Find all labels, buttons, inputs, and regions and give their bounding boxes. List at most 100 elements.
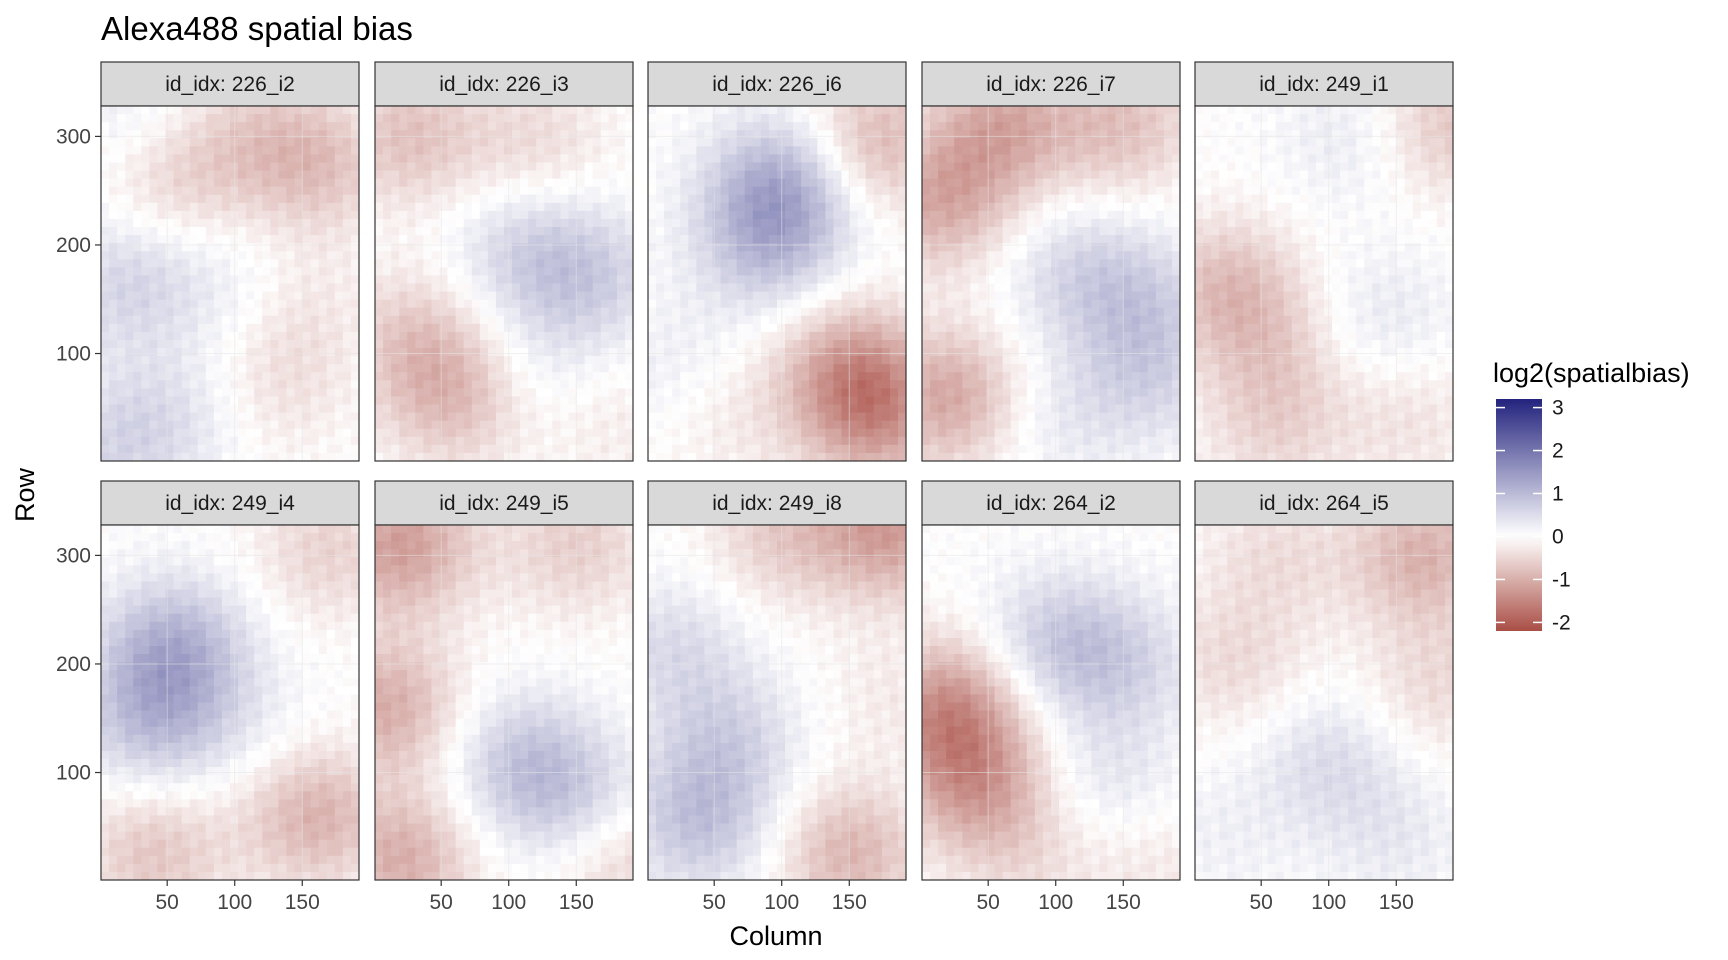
heat-cell xyxy=(318,396,328,405)
heat-cell xyxy=(318,218,328,228)
heat-cell xyxy=(455,331,465,341)
heat-cell xyxy=(391,227,400,236)
heat-cell xyxy=(656,218,665,228)
heat-cell xyxy=(728,444,738,454)
heat-cell xyxy=(326,259,336,268)
heat-cell xyxy=(165,275,174,284)
heat-cell xyxy=(736,170,746,180)
heat-cell xyxy=(1091,162,1100,171)
heat-cell xyxy=(391,436,400,446)
heat-cell xyxy=(752,364,762,373)
heat-cell xyxy=(125,210,134,220)
heat-cell xyxy=(463,299,473,309)
heat-cell xyxy=(1067,267,1076,276)
heat-cell xyxy=(648,210,657,220)
heat-cell xyxy=(704,364,713,373)
heat-cell xyxy=(109,251,118,260)
heat-cell xyxy=(254,452,263,462)
heat-cell xyxy=(431,364,440,373)
heat-cell xyxy=(350,194,360,204)
heat-cell xyxy=(889,259,899,268)
heat-cell xyxy=(825,452,834,462)
heat-cell xyxy=(326,315,336,325)
heat-cell xyxy=(624,259,634,268)
heat-cell xyxy=(141,364,150,373)
heat-cell xyxy=(600,194,610,204)
heat-cell xyxy=(768,315,778,325)
heat-cell xyxy=(431,428,440,438)
heat-cell xyxy=(889,106,899,115)
heat-cell xyxy=(568,130,577,139)
heat-cell xyxy=(326,106,336,115)
heat-cell xyxy=(881,339,891,349)
heat-cell xyxy=(407,162,416,171)
heat-cell xyxy=(487,130,497,139)
heat-cell xyxy=(736,299,746,309)
heat-cell xyxy=(889,130,899,139)
heat-cell xyxy=(688,186,697,196)
heat-cell xyxy=(544,420,553,430)
heat-cell xyxy=(608,380,618,389)
heat-cell xyxy=(415,170,424,180)
heat-cell xyxy=(431,291,440,301)
heat-cell xyxy=(342,162,352,171)
heat-cell xyxy=(149,372,158,381)
heat-cell xyxy=(391,323,400,333)
heat-cell xyxy=(262,267,271,276)
heat-cell xyxy=(1171,122,1181,131)
heat-cell xyxy=(592,154,602,163)
heat-cell xyxy=(1034,194,1044,204)
heat-cell xyxy=(391,170,400,180)
heat-cell xyxy=(189,259,199,268)
heat-cell xyxy=(978,122,987,131)
heat-cell xyxy=(399,130,408,139)
heat-cell xyxy=(938,106,947,115)
heat-cell xyxy=(286,162,295,171)
heat-cell xyxy=(278,235,287,244)
heat-cell xyxy=(213,138,223,147)
heat-cell xyxy=(133,291,142,301)
heat-cell xyxy=(326,170,336,180)
heat-cell xyxy=(922,283,931,292)
heat-cell xyxy=(648,170,657,180)
heat-cell xyxy=(383,218,392,228)
heat-cell xyxy=(994,259,1004,268)
heat-cell xyxy=(205,146,215,155)
heat-cell xyxy=(173,315,183,325)
heat-cell xyxy=(197,154,207,163)
heat-cell xyxy=(391,452,400,462)
heat-cell xyxy=(712,315,721,325)
heat-cell xyxy=(576,339,586,349)
heat-cell xyxy=(930,122,939,131)
heat-cell xyxy=(439,307,448,317)
heat-cell xyxy=(342,396,352,405)
heat-cell xyxy=(512,146,521,155)
heat-cell xyxy=(246,364,255,373)
heat-cell xyxy=(221,275,231,284)
heat-cell xyxy=(221,283,231,292)
heat-cell xyxy=(1067,186,1076,196)
heat-cell xyxy=(656,283,665,292)
heat-cell xyxy=(173,106,183,115)
heat-cell xyxy=(342,412,352,422)
heat-cell xyxy=(712,138,721,147)
heat-cell xyxy=(471,170,481,180)
heat-cell xyxy=(463,339,473,349)
heat-cell xyxy=(1139,130,1149,139)
heat-cell xyxy=(1163,130,1173,139)
heat-cell xyxy=(479,412,489,422)
heat-cell xyxy=(1059,202,1068,212)
heat-cell xyxy=(423,404,432,413)
heat-cell xyxy=(205,283,215,292)
heat-cell xyxy=(696,388,705,397)
heat-cell xyxy=(600,138,610,147)
heat-cell xyxy=(728,210,738,220)
heat-cell xyxy=(439,114,448,123)
heat-cell xyxy=(117,436,126,446)
heat-cell xyxy=(189,130,199,139)
heat-cell xyxy=(608,154,618,163)
heat-cell xyxy=(157,307,166,317)
heat-cell xyxy=(141,331,150,341)
heat-cell xyxy=(528,106,537,115)
